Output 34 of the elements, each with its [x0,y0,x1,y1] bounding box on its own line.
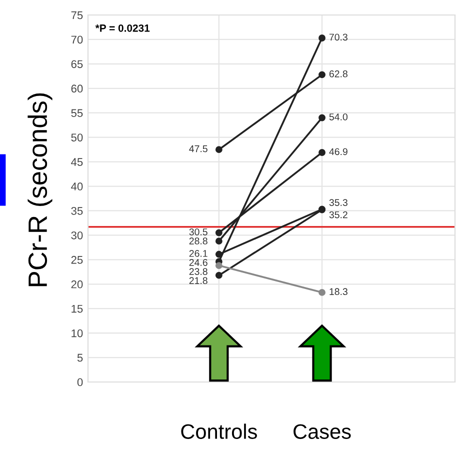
y-tick-label: 30 [71,231,83,240]
y-tick-label: 0 [77,378,83,386]
y-tick-label: 65 [71,60,83,68]
y-tick-label: 70 [71,36,83,44]
x-tick-label: Controls [181,424,257,439]
data-label: 24.6 [189,259,208,266]
y-tick-label: 35 [71,207,83,215]
data-label: 23.8 [189,268,208,275]
data-label: 26.1 [189,250,208,257]
data-label: 28.8 [189,238,208,244]
data-label: 21.8 [189,277,208,284]
y-tick-label: 40 [71,182,83,190]
data-label: 70.3 [329,34,348,41]
y-tick-label: 5 [77,354,83,362]
y-tick-label: 10 [72,329,83,338]
annotation: *P = 0.0231 [95,24,150,32]
data-label: 35.3 [329,199,348,206]
y-tick-label: 50 [71,134,83,142]
data-label: 35.2 [329,211,348,218]
y-tick-label: 75 [71,11,83,20]
y-axis-title: PCr-R (seconds) [28,93,52,286]
data-label: 46.9 [329,148,348,156]
data-label: 47.5 [189,145,208,152]
data-label: 18.3 [330,288,348,296]
y-tick-label: 60 [71,84,83,93]
x-tick-label: Cases [294,424,351,439]
y-tick-label: 55 [71,109,83,117]
data-label: 30.5 [189,228,208,236]
y-tick-label: 15 [72,304,83,313]
data-label: 54.0 [329,113,348,120]
y-tick-label: 45 [71,158,83,166]
data-label: 62.8 [329,70,348,78]
y-tick-label: 25 [71,256,83,264]
y-tick-label: 20 [71,280,83,288]
